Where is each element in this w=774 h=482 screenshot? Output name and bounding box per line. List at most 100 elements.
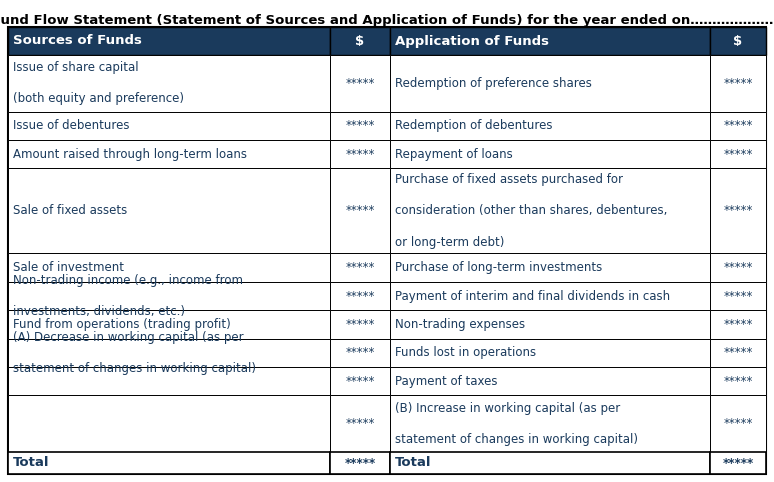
Text: Repayment of loans: Repayment of loans (395, 148, 512, 161)
Text: *****: ***** (345, 375, 375, 388)
Text: Redemption of debentures: Redemption of debentures (395, 120, 553, 133)
Bar (710, 367, 766, 395)
Bar (8, 310, 330, 338)
Bar (8, 140, 330, 168)
Text: *****: ***** (724, 290, 752, 303)
Text: *****: ***** (724, 375, 752, 388)
Text: Sale of investment: Sale of investment (13, 261, 124, 274)
Text: statement of changes in working capital): statement of changes in working capital) (13, 362, 256, 375)
Text: *****: ***** (724, 346, 752, 359)
Bar (710, 254, 766, 282)
Text: Non-trading expenses: Non-trading expenses (395, 318, 525, 331)
Text: (B) Increase in working capital (as per: (B) Increase in working capital (as per (395, 402, 620, 415)
Text: Total: Total (395, 456, 431, 469)
Bar (8, 367, 330, 395)
Text: *****: ***** (724, 204, 752, 217)
Bar (8, 338, 330, 367)
Text: *****: ***** (345, 148, 375, 161)
Text: $: $ (355, 35, 365, 48)
Text: Total: Total (13, 456, 50, 469)
Text: consideration (other than shares, debentures,: consideration (other than shares, debent… (395, 204, 667, 217)
Text: *****: ***** (722, 456, 754, 469)
Bar (8, 254, 330, 282)
Bar (330, 367, 390, 395)
Text: *****: ***** (724, 120, 752, 133)
Bar (8, 452, 330, 474)
Text: (both equity and preference): (both equity and preference) (13, 93, 184, 106)
Text: Application of Funds: Application of Funds (395, 35, 549, 48)
Text: *****: ***** (345, 204, 375, 217)
Bar (390, 55, 710, 112)
Bar (710, 140, 766, 168)
Bar (8, 112, 330, 140)
Bar (8, 55, 330, 112)
Text: Issue of share capital: Issue of share capital (13, 61, 139, 74)
Bar (8, 395, 330, 452)
Text: *****: ***** (344, 456, 375, 469)
Bar (710, 112, 766, 140)
Bar (710, 395, 766, 452)
Bar (330, 338, 390, 367)
Text: Non-trading income (e.g., income from: Non-trading income (e.g., income from (13, 274, 243, 287)
Text: Payment of interim and final dividends in cash: Payment of interim and final dividends i… (395, 290, 670, 303)
Text: Amount raised through long-term loans: Amount raised through long-term loans (13, 148, 247, 161)
Bar (710, 282, 766, 310)
Text: Funds lost in operations: Funds lost in operations (395, 346, 536, 359)
Bar (710, 27, 766, 55)
Text: *****: ***** (345, 290, 375, 303)
Bar (390, 452, 710, 474)
Text: *****: ***** (724, 261, 752, 274)
Text: Purchase of fixed assets purchased for: Purchase of fixed assets purchased for (395, 173, 623, 186)
Bar (330, 254, 390, 282)
Text: $: $ (734, 35, 742, 48)
Bar (330, 395, 390, 452)
Text: *****: ***** (345, 346, 375, 359)
Text: *****: ***** (345, 261, 375, 274)
Bar (390, 395, 710, 452)
Text: Fund from operations (trading profit): Fund from operations (trading profit) (13, 318, 231, 331)
Bar (390, 168, 710, 254)
Bar (390, 27, 710, 55)
Text: *****: ***** (724, 417, 752, 430)
Bar (390, 112, 710, 140)
Bar (710, 310, 766, 338)
Text: *****: ***** (345, 120, 375, 133)
Text: Purchase of long-term investments: Purchase of long-term investments (395, 261, 602, 274)
Text: Issue of debentures: Issue of debentures (13, 120, 129, 133)
Text: or long-term debt): or long-term debt) (395, 236, 505, 249)
Text: Redemption of preference shares: Redemption of preference shares (395, 77, 592, 90)
Bar (330, 452, 390, 474)
Text: statement of changes in working capital): statement of changes in working capital) (395, 433, 638, 446)
Bar (710, 338, 766, 367)
Text: Sources of Funds: Sources of Funds (13, 35, 142, 48)
Bar (390, 254, 710, 282)
Bar (710, 168, 766, 254)
Bar (330, 55, 390, 112)
Text: *****: ***** (724, 148, 752, 161)
Bar (390, 282, 710, 310)
Bar (330, 112, 390, 140)
Bar (8, 282, 330, 310)
Bar (390, 140, 710, 168)
Bar (710, 452, 766, 474)
Text: Sale of fixed assets: Sale of fixed assets (13, 204, 127, 217)
Text: *****: ***** (345, 77, 375, 90)
Text: Payment of taxes: Payment of taxes (395, 375, 498, 388)
Bar (8, 27, 330, 55)
Text: investments, dividends, etc.): investments, dividends, etc.) (13, 305, 185, 318)
Text: *****: ***** (345, 318, 375, 331)
Text: (A) Decrease in working capital (as per: (A) Decrease in working capital (as per (13, 331, 244, 344)
Bar (710, 55, 766, 112)
Text: *****: ***** (724, 77, 752, 90)
Bar (330, 310, 390, 338)
Bar (390, 338, 710, 367)
Bar (330, 140, 390, 168)
Bar (8, 168, 330, 254)
Text: *****: ***** (724, 318, 752, 331)
Bar (330, 282, 390, 310)
Bar (390, 310, 710, 338)
Text: Fund Flow Statement (Statement of Sources and Application of Funds) for the year: Fund Flow Statement (Statement of Source… (0, 14, 774, 27)
Bar (330, 27, 390, 55)
Bar (390, 367, 710, 395)
Bar (330, 168, 390, 254)
